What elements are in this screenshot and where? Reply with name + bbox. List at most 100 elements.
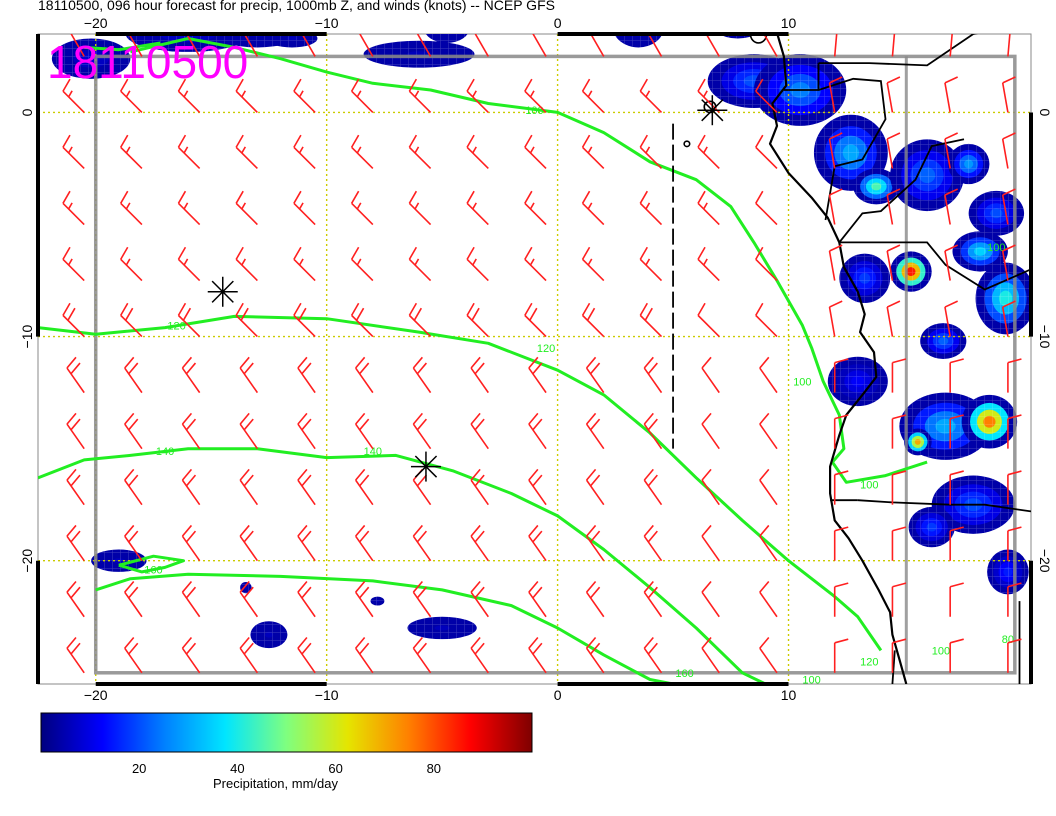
wind-barb-staff — [293, 258, 316, 282]
wind-barb — [759, 468, 778, 506]
wind-barb — [944, 76, 958, 113]
wind-barb — [639, 190, 663, 226]
wind-barb-staff — [412, 367, 432, 394]
wind-barb-staff — [474, 34, 490, 57]
wind-barb-staff — [528, 647, 547, 674]
lon-tick-label-top: 10 — [781, 15, 797, 31]
wind-barb-flag — [120, 78, 129, 92]
wind-barb-staff — [585, 367, 605, 394]
wind-barb-halfflag — [587, 258, 593, 266]
wind-barb-staff — [412, 535, 432, 562]
wind-barb-flag — [585, 524, 597, 537]
wind-barb-flag — [62, 246, 71, 260]
wind-barb — [528, 468, 547, 506]
contour-line-100 — [84, 41, 161, 52]
wind-barb-flag — [359, 642, 370, 655]
wind-barb-flag — [124, 580, 135, 593]
wind-barb-flag — [532, 474, 543, 487]
wind-barb-staff — [124, 535, 143, 562]
wind-barb-halfflag — [529, 90, 535, 98]
wind-barb — [66, 356, 85, 394]
country-border — [839, 241, 1031, 291]
precip-cell-texture — [908, 506, 955, 548]
wind-barb — [293, 302, 316, 338]
wind-barb — [297, 580, 316, 618]
wind-barb-staff — [755, 90, 778, 114]
wind-barb-flag — [301, 530, 312, 543]
wind-barb-flag — [524, 302, 533, 316]
wind-barb — [1001, 244, 1016, 281]
wind-barb-flag — [243, 586, 254, 599]
wind-barb-staff — [466, 202, 489, 226]
wind-barb-flag — [70, 642, 81, 655]
wind-barb-staff — [528, 591, 547, 618]
wind-barb-flag — [355, 356, 366, 369]
wind-barb-staff — [239, 591, 259, 618]
wind-barb-flag — [355, 468, 366, 481]
wind-barb-staff — [639, 90, 663, 114]
wind-barb-flag — [70, 530, 81, 543]
wind-barb-flag — [474, 474, 485, 487]
wind-barb-flag — [1007, 526, 1022, 532]
lon-tick-label-top: −10 — [315, 15, 339, 31]
colorbar-tick-label: 40 — [230, 761, 244, 776]
wind-barb-staff — [354, 423, 374, 450]
wind-barb-halfflag — [472, 90, 477, 98]
wind-barb — [470, 412, 489, 450]
contour-label: 160 — [144, 565, 162, 577]
wind-barb-flag — [181, 580, 193, 593]
wind-barb-flag — [892, 638, 907, 644]
wind-barb — [66, 412, 85, 450]
wind-barb-flag — [643, 524, 654, 537]
wind-barb-staff — [354, 479, 374, 506]
wind-barb-flag — [124, 356, 135, 369]
contour-label: 100 — [987, 242, 1005, 254]
precip-colorbar: 20 40 60 80 — [40, 712, 533, 776]
wind-barb-staff — [759, 647, 778, 674]
wind-barb-flag — [589, 586, 601, 599]
wind-barb-flag — [524, 134, 533, 148]
wind-barb — [697, 302, 720, 338]
wind-barb-staff — [1001, 306, 1009, 337]
wind-barb-staff — [408, 202, 432, 226]
wind-barb-staff — [643, 367, 663, 394]
wind-barb-flag — [1007, 470, 1022, 476]
wind-barb-flag — [589, 418, 601, 431]
wind-barb — [949, 526, 964, 561]
wind-barb-staff — [697, 314, 720, 338]
wind-barb-staff — [239, 647, 259, 674]
wind-barb-flag — [350, 302, 360, 316]
wind-barb-staff — [643, 535, 663, 562]
wind-barb — [181, 636, 201, 674]
wind-barb — [470, 636, 489, 674]
wind-barb — [1001, 76, 1016, 113]
wind-barb-staff — [120, 202, 143, 226]
wind-barb-flag — [128, 418, 139, 431]
wind-barb-flag — [243, 642, 254, 655]
lat-tick-label-right: 0 — [1037, 109, 1053, 117]
precip-cell — [717, 4, 759, 32]
wind-barb-flag — [355, 307, 365, 321]
wind-barb-flag — [581, 302, 591, 316]
wind-barb-staff — [585, 647, 605, 674]
contour-label: 120 — [167, 320, 185, 332]
wind-barb-flag — [647, 21, 657, 31]
wind-barb — [828, 188, 843, 225]
precip-cell — [731, 14, 744, 23]
wind-barb-flag — [524, 190, 533, 204]
wind-barb-flag — [944, 244, 958, 252]
wind-barb-staff — [120, 314, 143, 338]
wind-barb-flag — [834, 582, 849, 588]
pressure-center-stroke — [211, 280, 234, 303]
wind-barb-staff — [582, 146, 605, 170]
wind-barb — [755, 134, 778, 170]
wind-barb — [181, 412, 201, 450]
wind-barb-flag — [124, 412, 135, 425]
wind-barb-staff — [886, 82, 894, 113]
wind-barb-flag — [177, 246, 187, 260]
wind-barb — [412, 524, 432, 562]
wind-barb — [408, 78, 432, 114]
wind-barb-flag — [892, 582, 907, 588]
wind-barb-flag — [470, 356, 481, 369]
